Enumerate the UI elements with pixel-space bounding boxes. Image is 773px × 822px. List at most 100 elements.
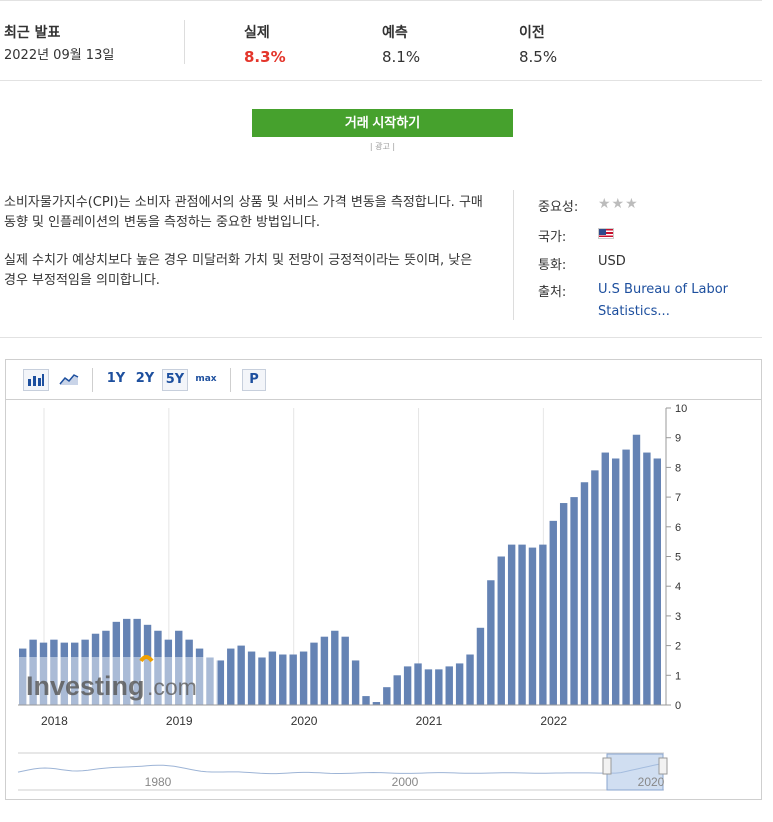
cpi-bar[interactable] (497, 556, 505, 706)
cpi-bar[interactable] (227, 648, 235, 705)
cpi-bar[interactable] (591, 470, 599, 705)
cpi-bar[interactable] (237, 645, 245, 705)
cpi-bar[interactable] (539, 544, 547, 705)
cpi-bar[interactable] (643, 452, 651, 705)
cpi-bar[interactable] (81, 639, 89, 705)
cpi-bar[interactable] (123, 618, 131, 705)
cpi-bar[interactable] (185, 639, 193, 705)
cpi-bar[interactable] (507, 544, 516, 705)
range-1y-button[interactable]: 1Y (106, 371, 126, 386)
cpi-bar[interactable] (601, 452, 609, 705)
bar-chart-toggle[interactable] (23, 369, 49, 391)
navigator-handle[interactable] (658, 757, 668, 775)
cpi-bar[interactable] (175, 630, 183, 705)
cpi-bar[interactable] (653, 458, 661, 705)
cpi-bar[interactable] (289, 654, 297, 705)
importance-stars-icon: ★★★ (598, 196, 639, 212)
cpi-bar[interactable] (455, 663, 464, 705)
y-axis: 0 1 2 3 4 5 6 7 8 9 10 (665, 403, 687, 712)
range-5y-button[interactable]: 5Y (162, 369, 188, 391)
cpi-bar[interactable] (19, 648, 27, 705)
cpi-bar[interactable] (247, 651, 256, 705)
cpi-bar[interactable] (476, 627, 485, 705)
y-tick-label: 7 (675, 492, 681, 504)
cpi-bar[interactable] (279, 654, 287, 705)
source-label: 출처: (538, 285, 567, 300)
cpi-bar[interactable] (216, 660, 225, 705)
cpi-bar[interactable] (362, 696, 370, 705)
cpi-bar[interactable] (143, 624, 152, 705)
cpi-bar[interactable] (29, 639, 37, 705)
cpi-bar[interactable] (91, 633, 100, 705)
cpi-bar[interactable] (632, 434, 641, 705)
cpi-bar[interactable] (351, 660, 360, 705)
cpi-bar[interactable] (195, 648, 204, 705)
cpi-bar[interactable] (393, 675, 401, 705)
x-tick-label: 2019 (166, 714, 193, 728)
cpi-bar[interactable] (71, 642, 79, 705)
cpi-bar[interactable] (320, 636, 329, 705)
meta-divider (513, 190, 514, 320)
release-divider (184, 20, 185, 64)
cpi-bar[interactable] (518, 544, 526, 705)
navigator-series (17, 762, 665, 775)
cpi-bar[interactable] (580, 482, 589, 705)
cpi-bar[interactable] (570, 497, 578, 705)
cpi-bar[interactable] (60, 642, 69, 705)
y-tick-label: 5 (675, 552, 681, 564)
start-trading-button[interactable]: 거래 시작하기 (252, 109, 513, 137)
toolbar-separator (230, 368, 231, 392)
cpi-bar[interactable] (383, 687, 391, 705)
cpi-bar[interactable] (611, 458, 620, 705)
cpi-bar[interactable] (341, 636, 349, 705)
cpi-bar[interactable] (310, 642, 318, 705)
cpi-bar[interactable] (487, 580, 495, 705)
watermark-brand: Investing (26, 671, 145, 701)
x-tick-label: 2021 (416, 714, 443, 728)
forecast-label: 예측 (382, 25, 408, 41)
cpi-bar-chart: Investing .com 0 1 2 3 4 5 6 7 8 9 10 2018 2019 2020… (17, 403, 687, 791)
cpi-bar[interactable] (528, 547, 537, 705)
cpi-bar[interactable] (268, 651, 277, 705)
cpi-bar[interactable] (445, 666, 453, 705)
cpi-bar[interactable] (39, 642, 48, 705)
bar-chart-icon (28, 374, 44, 386)
cpi-bar[interactable] (466, 654, 474, 705)
range-max-button[interactable]: max (195, 374, 217, 384)
cpi-bar[interactable] (133, 618, 141, 705)
cpi-bar[interactable] (622, 449, 630, 705)
area-chart-toggle[interactable] (56, 369, 82, 391)
actual-column: 실제 8.3% (244, 22, 334, 66)
cpi-bar[interactable] (559, 503, 568, 705)
source-link[interactable]: U.S Bureau of Labor Statistics... (598, 282, 728, 319)
cpi-bar[interactable] (258, 657, 266, 705)
country-value (598, 226, 614, 243)
cpi-bar[interactable] (112, 621, 121, 705)
cpi-bar[interactable] (403, 666, 412, 705)
source-link-line1: U.S Bureau of Labor (598, 282, 729, 297)
cpi-bar[interactable] (414, 663, 422, 705)
y-tick-label: 6 (675, 522, 681, 534)
y-tick-label: 2 (675, 641, 681, 653)
actual-label: 실제 (244, 25, 270, 41)
y-tick-label: 4 (675, 581, 681, 593)
print-button[interactable]: P (242, 369, 266, 391)
cpi-bar[interactable] (206, 657, 214, 705)
cpi-bar[interactable] (424, 669, 433, 705)
range-2y-button[interactable]: 2Y (135, 371, 155, 386)
cpi-bar[interactable] (299, 651, 308, 705)
cpi-bar[interactable] (50, 639, 58, 705)
cpi-bar[interactable] (154, 630, 162, 705)
source-value: U.S Bureau of Labor Statistics... (598, 279, 728, 323)
cpi-bar[interactable] (102, 630, 110, 705)
cpi-bar[interactable] (372, 702, 381, 705)
latest-release: 최근 발표 2022년 09월 13일 실제 8.3% 예측 8.1% 이전 8… (0, 20, 762, 66)
release-date: 2022년 09월 13일 (4, 48, 115, 63)
previous-column: 이전 8.5% (519, 22, 609, 66)
cpi-bar[interactable] (164, 639, 173, 705)
navigator-handle[interactable] (602, 757, 612, 775)
cpi-bar[interactable] (435, 669, 443, 705)
cpi-bar[interactable] (331, 630, 339, 705)
range-navigator[interactable]: 1980 2000 2020 (17, 752, 668, 791)
cpi-bar[interactable] (549, 520, 557, 705)
